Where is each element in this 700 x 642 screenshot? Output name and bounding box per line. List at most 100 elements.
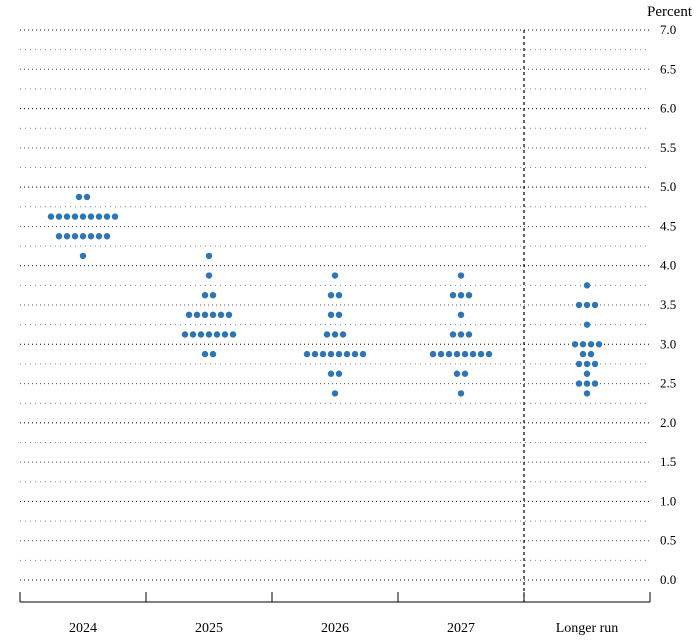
dot <box>88 213 94 219</box>
dot <box>80 213 86 219</box>
dot <box>332 331 338 337</box>
dot <box>186 312 192 318</box>
dot <box>352 351 358 357</box>
dot <box>458 390 464 396</box>
dot <box>332 272 338 278</box>
dot <box>332 390 338 396</box>
dot <box>80 253 86 259</box>
dot <box>328 351 334 357</box>
y-tick-label: 7.0 <box>660 22 676 37</box>
dot <box>304 351 310 357</box>
dot <box>336 312 342 318</box>
y-tick-label: 5.0 <box>660 179 676 194</box>
dot <box>76 194 82 200</box>
x-category-label: 2025 <box>195 621 223 636</box>
dot <box>466 292 472 298</box>
dot <box>360 351 366 357</box>
dot <box>458 331 464 337</box>
dot-plot-chart: 0.00.51.01.52.02.53.03.54.04.55.05.56.06… <box>0 0 700 642</box>
dot <box>182 331 188 337</box>
y-tick-label: 0.0 <box>660 572 676 587</box>
dot <box>72 213 78 219</box>
dot <box>584 380 590 386</box>
dot <box>454 371 460 377</box>
dot <box>202 312 208 318</box>
dot <box>190 331 196 337</box>
dot <box>210 351 216 357</box>
chart-background <box>0 0 700 642</box>
dot <box>320 351 326 357</box>
x-category-label: 2026 <box>321 621 349 636</box>
dot <box>72 233 78 239</box>
dot <box>198 331 204 337</box>
dot <box>202 292 208 298</box>
dot <box>104 213 110 219</box>
dot <box>104 233 110 239</box>
dot <box>312 351 318 357</box>
dot <box>222 331 228 337</box>
dot <box>56 213 62 219</box>
dot <box>80 233 86 239</box>
y-tick-label: 2.0 <box>660 415 676 430</box>
dot <box>88 233 94 239</box>
dot <box>576 380 582 386</box>
dot <box>324 331 330 337</box>
dot <box>592 380 598 386</box>
dot <box>328 312 334 318</box>
dot <box>194 312 200 318</box>
dot <box>486 351 492 357</box>
dot <box>584 390 590 396</box>
y-tick-label: 1.5 <box>660 454 676 469</box>
dot <box>206 331 212 337</box>
y-axis-title: Percent <box>647 4 693 20</box>
dot <box>584 371 590 377</box>
dot <box>458 312 464 318</box>
dot <box>64 213 70 219</box>
dot <box>450 292 456 298</box>
dot <box>458 272 464 278</box>
dot <box>112 213 118 219</box>
dot <box>84 194 90 200</box>
dot <box>588 351 594 357</box>
dot <box>592 361 598 367</box>
dot <box>226 312 232 318</box>
dot <box>584 282 590 288</box>
dot <box>462 351 468 357</box>
dot <box>592 302 598 308</box>
dot <box>584 321 590 327</box>
dot <box>588 341 594 347</box>
dot <box>344 351 350 357</box>
dot <box>584 361 590 367</box>
dot <box>56 233 62 239</box>
dot <box>572 341 578 347</box>
x-category-label: 2027 <box>447 621 475 636</box>
dot <box>336 371 342 377</box>
dot <box>454 351 460 357</box>
dot <box>340 331 346 337</box>
dot <box>214 331 220 337</box>
y-tick-label: 3.0 <box>660 336 676 351</box>
dot <box>328 371 334 377</box>
chart-svg: 0.00.51.01.52.02.53.03.54.04.55.05.56.06… <box>0 0 700 642</box>
y-tick-label: 4.5 <box>660 218 676 233</box>
y-tick-label: 6.0 <box>660 101 676 116</box>
dot <box>430 351 436 357</box>
y-tick-label: 0.5 <box>660 533 676 548</box>
dot <box>576 361 582 367</box>
dot <box>576 302 582 308</box>
dot <box>580 351 586 357</box>
dot <box>580 341 586 347</box>
dot <box>446 351 452 357</box>
dot <box>466 331 472 337</box>
dot <box>458 292 464 298</box>
y-tick-label: 6.5 <box>660 61 676 76</box>
x-category-label: Longer run <box>556 621 619 636</box>
dot <box>450 331 456 337</box>
y-tick-label: 5.5 <box>660 140 676 155</box>
dot <box>202 351 208 357</box>
dot <box>48 213 54 219</box>
x-category-label: 2024 <box>69 621 97 636</box>
dot <box>218 312 224 318</box>
y-tick-label: 2.5 <box>660 376 676 391</box>
dot <box>230 331 236 337</box>
